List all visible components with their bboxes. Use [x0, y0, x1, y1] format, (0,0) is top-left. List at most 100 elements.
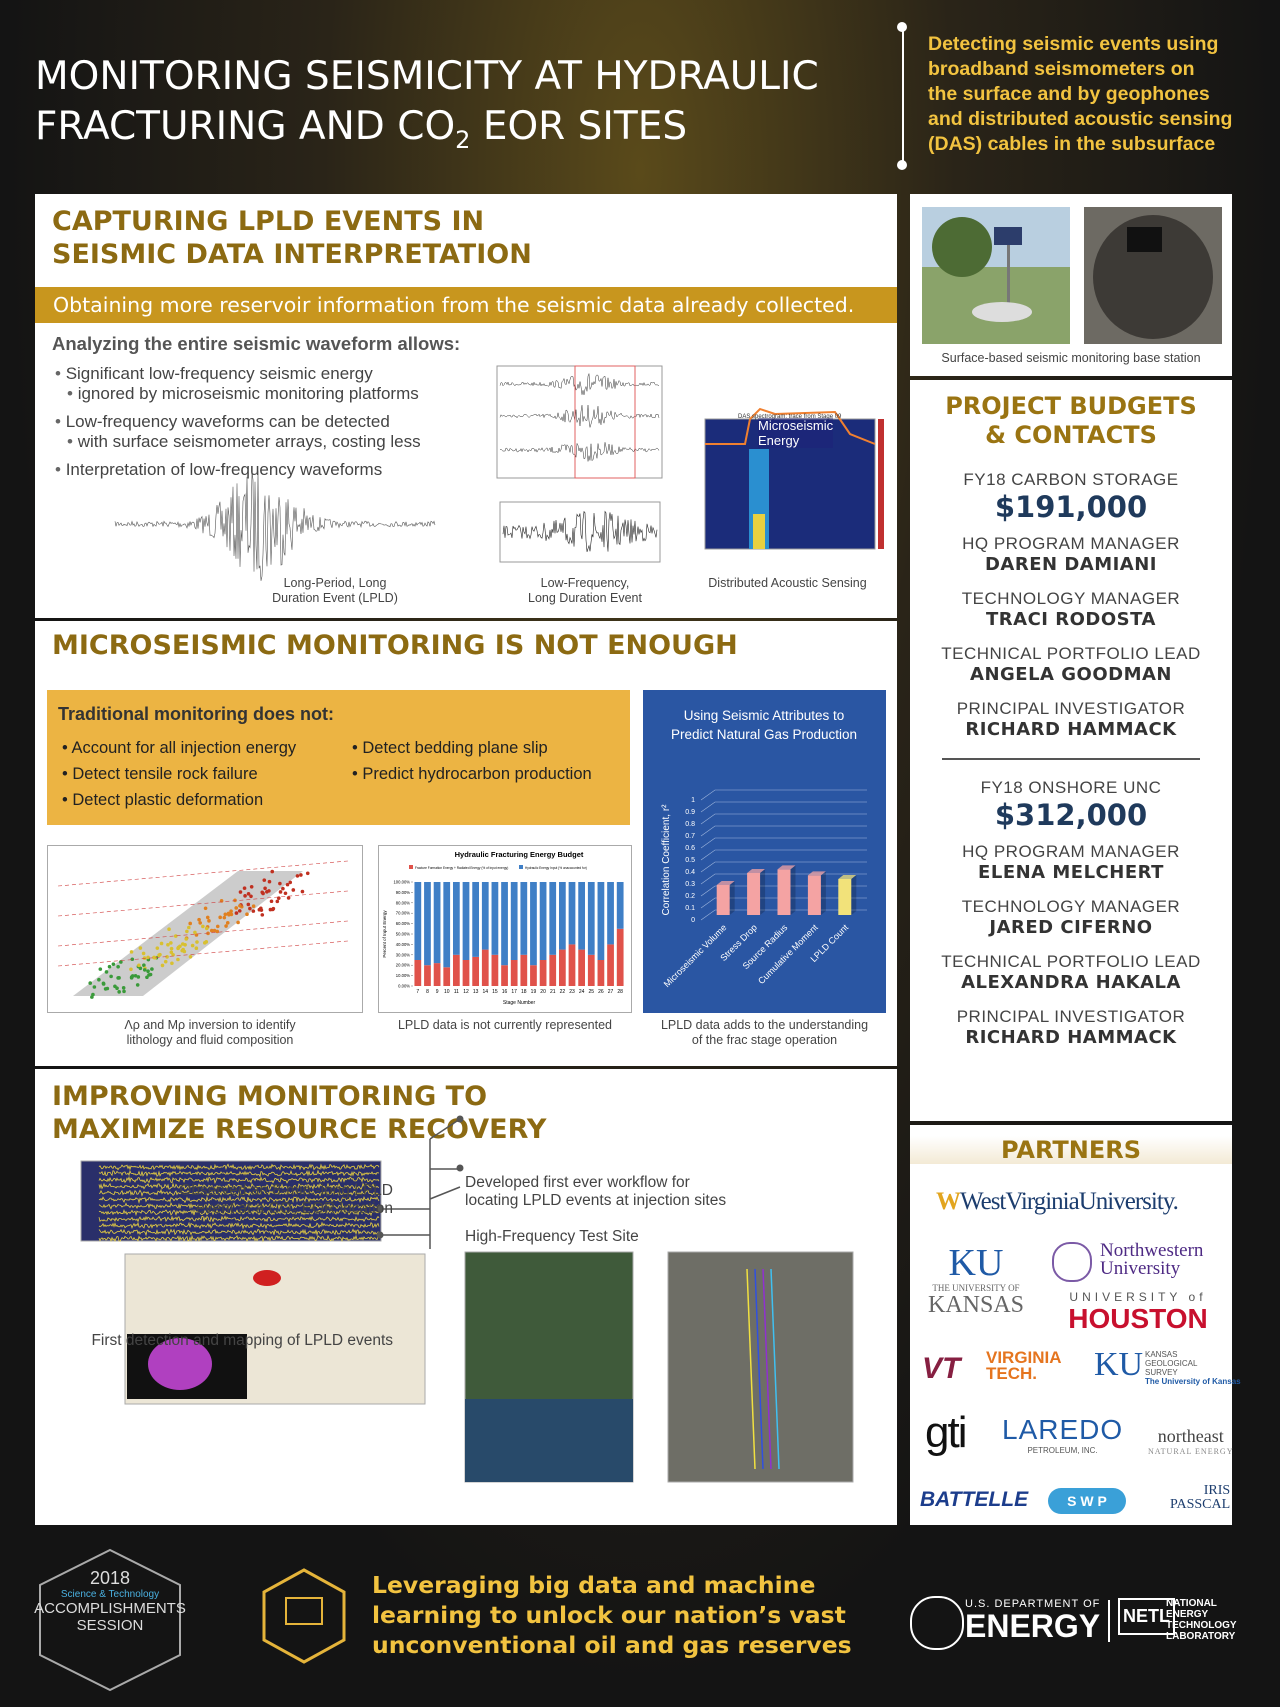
bar-top	[838, 875, 857, 879]
crossplot-dot	[92, 985, 97, 989]
section-heading: CAPTURING LPLD EVENTS IN SEISMIC DATA IN…	[52, 205, 532, 271]
logo-text: Northwestern	[1100, 1240, 1204, 1261]
bar-segment	[558, 882, 566, 950]
grid-line	[700, 837, 867, 849]
badge	[39, 1548, 181, 1692]
subtitle-line: (DAS) cables in the subsurface	[928, 133, 1216, 155]
banner: Obtaining more reservoir information fro…	[35, 287, 897, 323]
callout-title: Traditional monitoring does not:	[58, 704, 334, 724]
bar-segment	[443, 967, 451, 986]
logo-text: THE UNIVERSITY OF	[932, 1283, 1020, 1293]
photo-vault	[972, 302, 1032, 322]
x-tick-label: 10	[444, 989, 450, 995]
energy-chart: Hydraulic Fracturing Energy Budget Fractu…	[378, 845, 632, 1013]
crossplot-dot	[160, 963, 165, 968]
bar-segment	[433, 882, 441, 964]
figure-frame	[499, 501, 661, 563]
crossplot-dot	[223, 912, 228, 917]
y-tick-label: 60.00%	[396, 921, 410, 926]
chart-title: Using Seismic Attributes to	[684, 708, 845, 723]
caption: Long-Period, Long Duration Event (LPLD)	[250, 576, 420, 606]
y-tick-label: 0.6	[685, 845, 695, 852]
partner-logo: WWestVirginiaUniversity.	[936, 1188, 1179, 1216]
spectrogram-hot	[753, 514, 765, 549]
crossplot-dot	[141, 951, 146, 956]
subtitle-line: the surface and by geophones	[928, 83, 1210, 105]
map-inset-blob	[148, 1338, 212, 1390]
seismic-record	[80, 1160, 382, 1242]
contact-name: DAREN DAMIANI	[984, 554, 1158, 575]
logo-text: PETROLEUM, INC.	[1027, 1446, 1098, 1455]
bar-side	[729, 881, 735, 915]
intro: Analyzing the entire seismic waveform al…	[52, 333, 461, 354]
crossplot-dot	[163, 959, 168, 964]
title-line: FRACTURING AND CO2 EOR SITES	[35, 102, 819, 165]
contact-name: ANGELA GOODMAN	[970, 664, 1172, 685]
das-annotation: Microseismic Energy	[758, 418, 834, 448]
annotation-line: Developed first ever workflow for	[465, 1174, 690, 1191]
section3-figures	[80, 1115, 854, 1483]
crossplot-dot	[116, 964, 120, 969]
crossplot-dot	[249, 894, 253, 899]
crossplot-dot	[137, 963, 141, 968]
crossplot-dot	[170, 961, 174, 966]
partner-logo: S W P	[1048, 1488, 1126, 1514]
legend-label: Fracture Formation Energy + Radiated Ene…	[415, 866, 508, 870]
bar-segment	[568, 944, 576, 986]
bar-segment	[472, 882, 480, 957]
y-tick-label: 0.5	[685, 857, 695, 864]
logo-text: GEOLOGICAL	[1145, 1359, 1198, 1368]
crossplot-dot	[212, 928, 217, 933]
crossplot-dot	[91, 992, 95, 997]
crossplot-dot	[107, 964, 112, 969]
caption-line: Long-Period, Long	[283, 576, 387, 590]
bar-segment	[510, 882, 518, 960]
waveform	[98, 1208, 380, 1217]
crossplot-dot	[165, 955, 169, 959]
contact-role: TECHNOLOGY MANAGER	[961, 897, 1181, 916]
bar-segment	[578, 882, 586, 950]
x-tick-label: 13	[473, 989, 479, 995]
bar-segment	[616, 928, 624, 986]
bar-segment	[424, 965, 431, 986]
crossplot-dot	[236, 920, 240, 925]
crossplot-dot	[300, 889, 305, 894]
crossplot-dot	[263, 886, 267, 891]
contact-name: ALEXANDRA HAKALA	[961, 972, 1181, 993]
x-tick-label: 23	[569, 989, 575, 995]
title-line: MONITORING SEISMICITY AT HYDRAULIC	[35, 54, 819, 99]
crossplot-dot	[173, 934, 178, 938]
crossplot-dot	[204, 926, 209, 931]
bar	[747, 873, 761, 915]
divider	[902, 26, 904, 164]
bar-segment	[414, 882, 422, 960]
map-line	[762, 1268, 772, 1470]
section-heading: MICROSEISMIC MONITORING IS NOT ENOUGH	[52, 630, 738, 661]
crossplot-dot	[121, 986, 126, 990]
crossplot-dot	[142, 968, 147, 972]
bar-segment	[491, 882, 499, 955]
caption-line: Λρ and Mρ inversion to identify	[124, 1018, 296, 1032]
crossplot-dot	[117, 990, 121, 994]
connector-dot	[456, 1115, 464, 1123]
crossplot-dot	[158, 952, 162, 957]
badge-line: SESSION	[76, 1617, 144, 1634]
bar	[838, 879, 852, 915]
bar-segment	[616, 882, 624, 929]
y-tick-label: 80.00%	[396, 900, 410, 905]
crossplot-dot	[178, 944, 182, 949]
bar-segment	[501, 965, 508, 986]
bullet: Low-frequency waveforms can be detected	[55, 412, 475, 432]
crossplot-dot	[150, 967, 154, 971]
logo-text: UNIVERSITY of	[1069, 1290, 1207, 1304]
contact-role: TECHNICAL PORTFOLIO LEAD	[941, 644, 1201, 663]
logo-mark: KU	[948, 1242, 1004, 1284]
crossplot-dot	[130, 974, 135, 978]
contact-role: TECHNOLOGY MANAGER	[961, 589, 1181, 608]
waveform	[98, 1221, 380, 1230]
bar-segment	[539, 960, 547, 986]
bar-segment	[530, 965, 537, 986]
logo-text: U.S. DEPARTMENT OF	[965, 1598, 1101, 1610]
bar-side	[760, 869, 766, 915]
crossplot-dot	[267, 879, 272, 884]
